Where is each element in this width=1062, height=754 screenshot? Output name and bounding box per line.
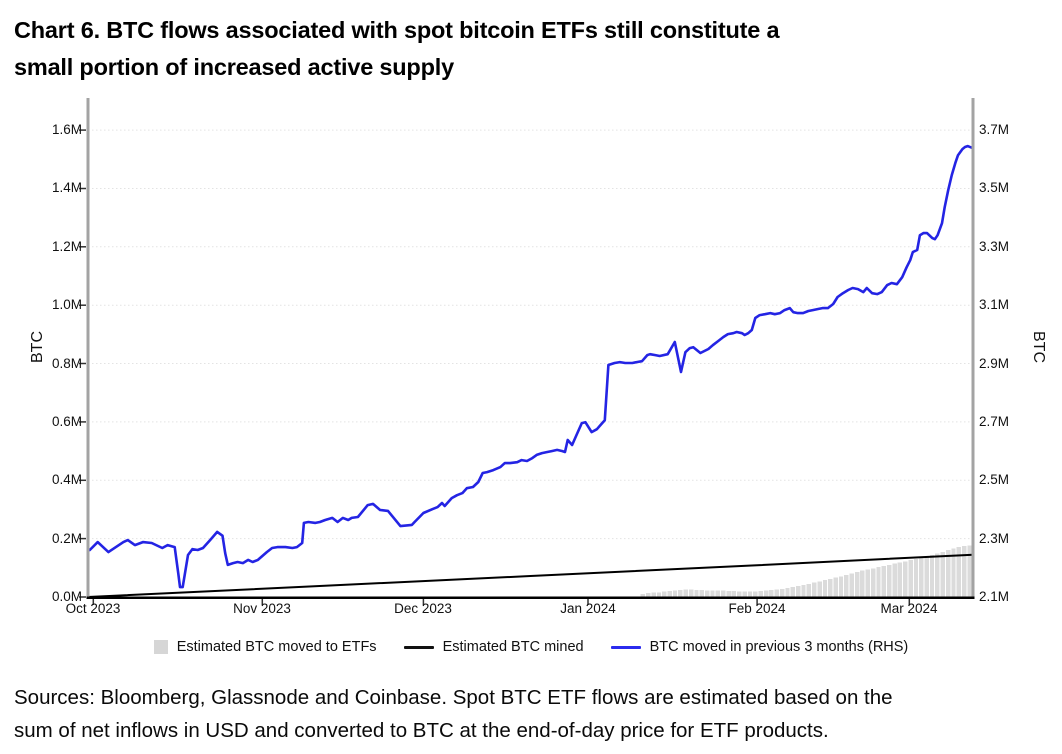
gray-square-swatch-icon xyxy=(153,640,168,654)
legend-item-etf-flows: Estimated BTC moved to ETFs xyxy=(153,639,377,655)
left-axis-title: BTC xyxy=(29,331,46,363)
right-y-tick-label: 2.1M xyxy=(979,589,1010,604)
right-y-tick-label: 3.5M xyxy=(979,180,1010,195)
right-y-tick-label: 3.1M xyxy=(979,297,1010,312)
right-y-tick-label: 3.3M xyxy=(979,239,1010,254)
left-y-tick-label: 1.0M xyxy=(51,297,82,312)
source-note-line2: sum of net inflows in USD and converted … xyxy=(14,719,829,742)
blue-line-swatch-icon xyxy=(610,645,641,649)
x-tick-label: Nov 2023 xyxy=(233,601,291,616)
source-note-line1: Sources: Bloomberg, Glassnode and Coinba… xyxy=(14,686,893,709)
legend-item-mined: Estimated BTC mined xyxy=(403,639,584,655)
left-y-tick-label: 0.2M xyxy=(51,531,82,546)
left-y-tick-label: 0.4M xyxy=(51,472,82,487)
source-note: Sources: Bloomberg, Glassnode and Coinba… xyxy=(14,681,1054,747)
chart-title: Chart 6. BTC flows associated with spot … xyxy=(14,12,1050,86)
left-y-tick-label: 1.4M xyxy=(51,180,82,195)
chart-title-line2: small portion of increased active supply xyxy=(14,54,454,80)
black-line-swatch-icon xyxy=(403,645,434,649)
left-y-tick-label: 1.2M xyxy=(51,239,82,254)
plot-area xyxy=(79,98,975,605)
x-tick-label: Oct 2023 xyxy=(65,601,121,616)
chart-title-line1: Chart 6. BTC flows associated with spot … xyxy=(14,17,780,43)
right-axis-title: BTC xyxy=(1030,331,1047,363)
legend-item-moved-3m: BTC moved in previous 3 months (RHS) xyxy=(610,639,909,655)
x-tick-label: Feb 2024 xyxy=(728,601,786,616)
x-tick-label: Jan 2024 xyxy=(560,601,616,616)
right-y-tick-label: 3.7M xyxy=(979,122,1010,137)
left-y-tick-label: 0.0M xyxy=(51,589,82,604)
right-y-tick-label: 2.3M xyxy=(979,531,1010,546)
legend-label-mined: Estimated BTC mined xyxy=(442,639,584,655)
left-y-tick-label: 0.6M xyxy=(51,414,82,429)
right-y-tick-label: 2.5M xyxy=(979,472,1010,487)
right-y-tick-label: 2.9M xyxy=(979,356,1010,371)
legend-label-etf-flows: Estimated BTC moved to ETFs xyxy=(176,639,377,655)
legend: Estimated BTC moved to ETFs Estimated BT… xyxy=(0,639,1062,655)
left-y-tick-label: 1.6M xyxy=(51,122,82,137)
right-y-tick-label: 2.7M xyxy=(979,414,1010,429)
x-tick-label: Dec 2023 xyxy=(394,601,452,616)
x-tick-label: Mar 2024 xyxy=(880,601,938,616)
left-y-tick-label: 0.8M xyxy=(51,356,82,371)
legend-label-moved-3m: BTC moved in previous 3 months (RHS) xyxy=(649,639,909,655)
